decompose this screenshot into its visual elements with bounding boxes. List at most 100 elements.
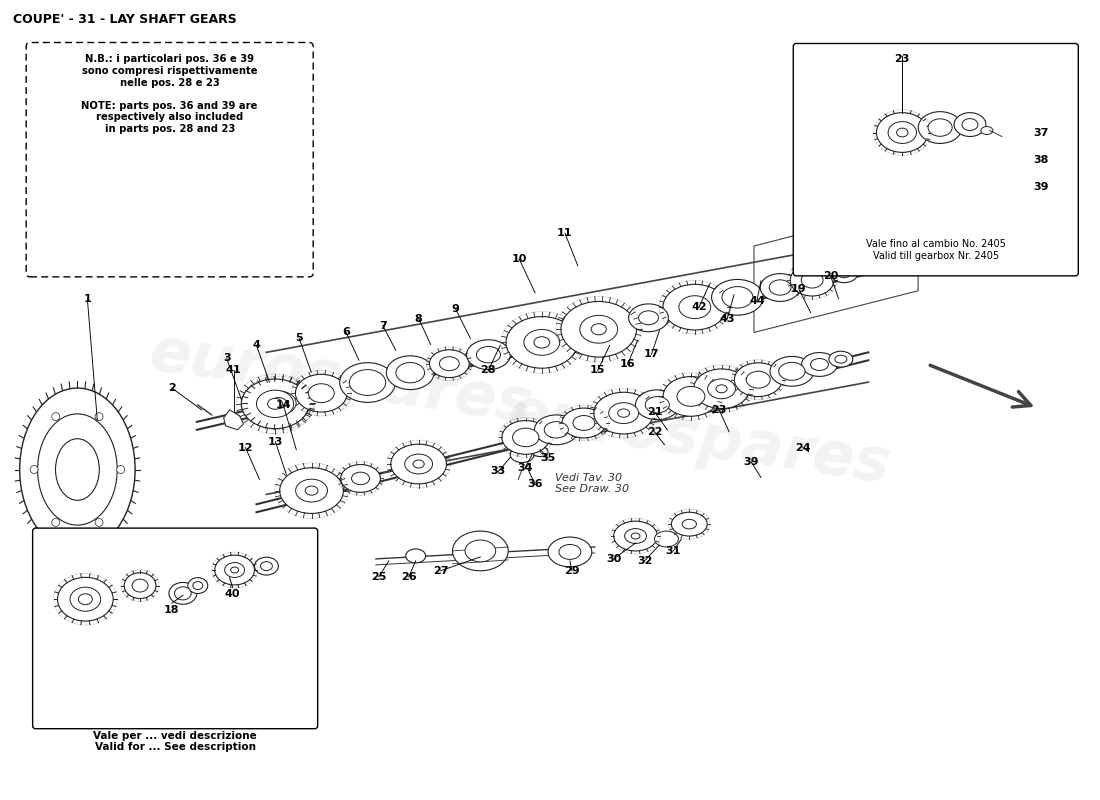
Text: 24: 24: [795, 442, 811, 453]
Ellipse shape: [628, 304, 669, 332]
Ellipse shape: [790, 264, 834, 296]
Text: 14: 14: [275, 400, 292, 410]
Ellipse shape: [534, 337, 550, 348]
Text: 30: 30: [606, 554, 621, 564]
Text: 13: 13: [267, 437, 283, 446]
Ellipse shape: [414, 460, 425, 468]
Ellipse shape: [580, 315, 617, 343]
Text: 11: 11: [558, 228, 573, 238]
Ellipse shape: [452, 531, 508, 571]
Ellipse shape: [801, 272, 823, 288]
Circle shape: [95, 518, 103, 526]
Ellipse shape: [663, 377, 718, 416]
Ellipse shape: [694, 369, 749, 409]
Text: 36: 36: [527, 479, 542, 490]
Ellipse shape: [261, 391, 296, 415]
Ellipse shape: [802, 353, 837, 377]
Ellipse shape: [396, 362, 425, 383]
Ellipse shape: [70, 587, 101, 611]
FancyBboxPatch shape: [793, 43, 1078, 276]
Text: 7: 7: [379, 321, 387, 330]
FancyBboxPatch shape: [33, 528, 318, 729]
Ellipse shape: [561, 302, 637, 357]
Circle shape: [117, 466, 124, 474]
Ellipse shape: [279, 468, 343, 514]
Text: 23: 23: [712, 405, 727, 415]
Polygon shape: [223, 410, 243, 430]
Ellipse shape: [981, 126, 993, 134]
Ellipse shape: [169, 582, 197, 604]
Ellipse shape: [267, 398, 283, 410]
Ellipse shape: [466, 340, 510, 370]
Text: 40: 40: [224, 590, 241, 599]
Ellipse shape: [896, 128, 907, 137]
Ellipse shape: [614, 521, 658, 551]
Text: 38: 38: [1034, 154, 1048, 165]
Ellipse shape: [405, 454, 432, 474]
Text: 34: 34: [517, 462, 532, 473]
Ellipse shape: [707, 379, 736, 398]
Ellipse shape: [591, 324, 606, 335]
Ellipse shape: [835, 355, 847, 363]
Ellipse shape: [544, 422, 569, 438]
Text: 42: 42: [692, 302, 707, 312]
Ellipse shape: [261, 562, 273, 570]
Text: 17: 17: [644, 350, 659, 359]
Ellipse shape: [352, 472, 370, 485]
Ellipse shape: [246, 381, 310, 425]
Circle shape: [52, 413, 59, 421]
Ellipse shape: [562, 408, 606, 438]
Text: 9: 9: [451, 304, 460, 314]
Ellipse shape: [271, 398, 287, 409]
Ellipse shape: [559, 545, 581, 559]
Text: eurospares: eurospares: [504, 384, 894, 496]
Text: 39: 39: [1034, 182, 1049, 192]
Ellipse shape: [390, 444, 447, 484]
Ellipse shape: [296, 374, 348, 412]
Ellipse shape: [608, 402, 639, 423]
Ellipse shape: [918, 112, 962, 143]
Text: 15: 15: [590, 366, 605, 375]
Text: eurospares: eurospares: [145, 324, 537, 436]
Ellipse shape: [716, 385, 727, 393]
Ellipse shape: [769, 280, 791, 295]
Ellipse shape: [214, 555, 254, 585]
Ellipse shape: [639, 311, 659, 325]
Ellipse shape: [646, 397, 669, 413]
Text: 31: 31: [666, 546, 681, 556]
Text: 37: 37: [1034, 127, 1048, 138]
Ellipse shape: [877, 113, 928, 152]
Ellipse shape: [429, 350, 470, 378]
Ellipse shape: [20, 388, 135, 551]
Ellipse shape: [779, 362, 805, 380]
Ellipse shape: [682, 519, 696, 529]
Ellipse shape: [746, 371, 770, 388]
Text: 4: 4: [253, 340, 261, 350]
Text: 44: 44: [749, 296, 764, 306]
Ellipse shape: [837, 268, 851, 278]
Ellipse shape: [465, 540, 496, 562]
Text: COUPE' - 31 - LAY SHAFT GEARS: COUPE' - 31 - LAY SHAFT GEARS: [13, 13, 236, 26]
Text: 1: 1: [84, 294, 91, 304]
Ellipse shape: [829, 351, 852, 367]
Circle shape: [30, 466, 38, 474]
Text: 5: 5: [296, 334, 304, 343]
Ellipse shape: [386, 356, 434, 390]
Ellipse shape: [305, 486, 318, 495]
Text: 12: 12: [238, 442, 253, 453]
Text: 2: 2: [168, 383, 176, 393]
Ellipse shape: [124, 573, 156, 598]
Ellipse shape: [231, 567, 239, 573]
Ellipse shape: [722, 286, 754, 308]
Ellipse shape: [535, 415, 579, 445]
Text: 23: 23: [894, 54, 910, 65]
Ellipse shape: [175, 587, 191, 600]
Ellipse shape: [735, 363, 782, 397]
Ellipse shape: [676, 386, 705, 406]
Text: N.B.: i particolari pos. 36 e 39
sono compresi rispettivamente
nelle pos. 28 e 2: N.B.: i particolari pos. 36 e 39 sono co…: [81, 54, 257, 134]
Ellipse shape: [631, 533, 640, 539]
Ellipse shape: [132, 579, 148, 592]
Ellipse shape: [510, 446, 535, 462]
Text: 25: 25: [371, 572, 386, 582]
Text: 18: 18: [164, 605, 179, 615]
